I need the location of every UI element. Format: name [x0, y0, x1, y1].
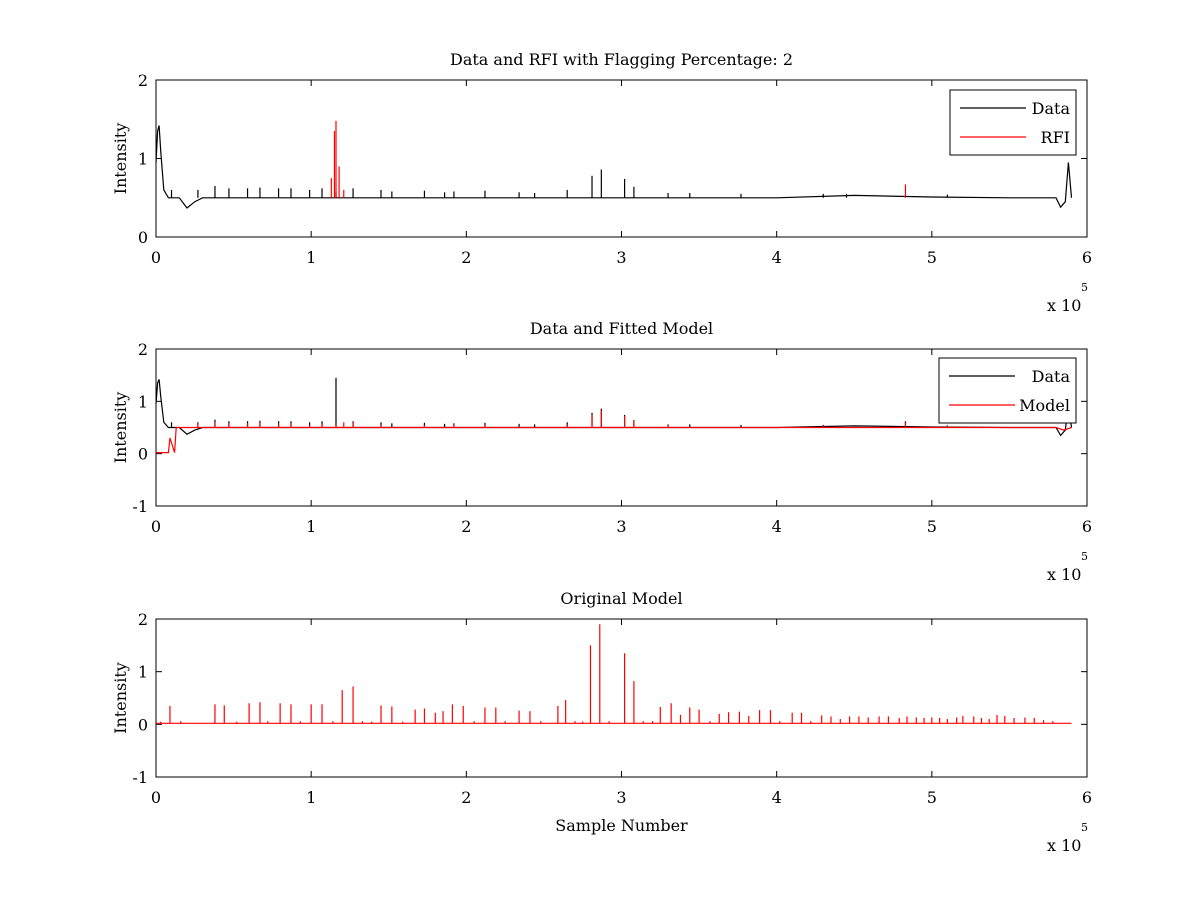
legend-label: Model	[1019, 396, 1070, 415]
x-tick-label: 2	[461, 248, 471, 267]
x-tick-label: 5	[927, 248, 937, 267]
x-tick-label: 5	[927, 788, 937, 807]
x-tick-label: 0	[151, 248, 161, 267]
chart-title: Data and Fitted Model	[530, 319, 713, 338]
x-tick-label: 6	[1082, 248, 1092, 267]
x-tick-label: 3	[616, 248, 626, 267]
y-axis-label: Intensity	[111, 392, 130, 464]
chart-title: Original Model	[560, 589, 682, 608]
y-tick-label: 1	[138, 392, 148, 411]
legend-label: Data	[1032, 367, 1071, 386]
series-line	[155, 125, 1073, 209]
y-tick-label: 0	[138, 228, 148, 247]
x-exponent-prefix: x 10	[1047, 836, 1081, 855]
legend-box	[938, 357, 1077, 424]
x-tick-label: 3	[616, 788, 626, 807]
plot-area	[155, 618, 1088, 778]
y-tick-label: 0	[138, 445, 148, 464]
legend: Data Model	[938, 357, 1077, 424]
series-model	[156, 410, 1072, 454]
x-tick-label: 2	[461, 788, 471, 807]
legend-label: RFI	[1041, 128, 1070, 147]
x-exponent-power: 5	[1081, 281, 1088, 294]
y-tick-label: -1	[132, 497, 148, 516]
x-tick-label: 1	[306, 517, 316, 536]
x-tick-label: 4	[772, 248, 782, 267]
x-tick-label: 1	[306, 248, 316, 267]
legend: Data RFI	[949, 89, 1077, 156]
chart-title: Data and RFI with Flagging Percentage: 2	[450, 50, 793, 69]
x-tick-label: 6	[1082, 788, 1092, 807]
x-tick-label: 0	[151, 517, 161, 536]
subplot-3: Original Model Intensity Sample Number 0 1 2 3…	[111, 589, 1092, 855]
y-axis-label: Intensity	[111, 123, 130, 195]
x-tick-label: 4	[772, 517, 782, 536]
x-axis-label: Sample Number	[555, 816, 688, 835]
series-line	[156, 426, 1072, 454]
subplots: Data and RFI with Flagging Percentage: 2…	[111, 50, 1092, 855]
legend-label: Data	[1032, 99, 1071, 118]
y-tick-label: 1	[138, 663, 148, 682]
x-tick-label: 5	[927, 517, 937, 536]
plot-area	[155, 79, 1088, 238]
x-exponent-prefix: x 10	[1047, 565, 1081, 584]
y-tick-label: -1	[132, 768, 148, 787]
series-rfi	[330, 120, 907, 198]
y-tick-label: 2	[138, 610, 148, 629]
x-tick-label: 6	[1082, 517, 1092, 536]
series-trace-1	[156, 624, 1072, 724]
legend-box	[949, 89, 1077, 156]
series-data	[155, 125, 1073, 209]
y-tick-label: 0	[138, 715, 148, 734]
y-axis-label: Intensity	[111, 662, 130, 734]
x-tick-label: 0	[151, 788, 161, 807]
subplot-1: Data and RFI with Flagging Percentage: 2…	[111, 50, 1092, 315]
x-tick-label: 4	[772, 788, 782, 807]
x-tick-label: 1	[306, 788, 316, 807]
y-tick-label: 2	[138, 340, 148, 359]
y-tick-label: 2	[138, 71, 148, 90]
x-exponent-power: 5	[1081, 821, 1088, 834]
x-tick-label: 3	[616, 517, 626, 536]
x-exponent-power: 5	[1081, 550, 1088, 563]
y-tick-label: 1	[138, 150, 148, 169]
x-exponent-prefix: x 10	[1047, 296, 1081, 315]
x-tick-label: 2	[461, 517, 471, 536]
